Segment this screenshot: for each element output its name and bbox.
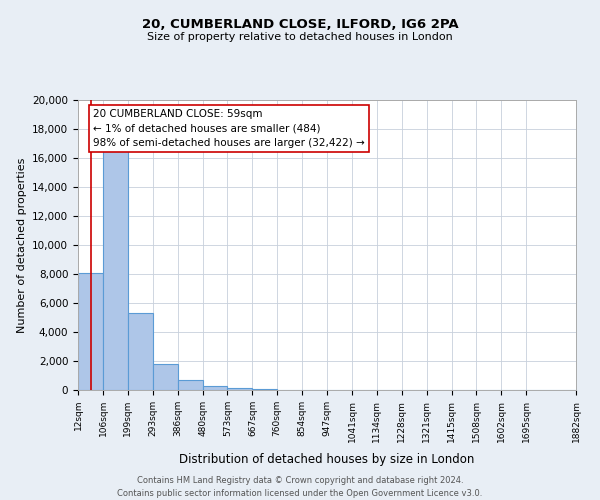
Y-axis label: Number of detached properties: Number of detached properties xyxy=(17,158,26,332)
Bar xyxy=(78,272,103,390)
Bar xyxy=(103,150,128,390)
Bar xyxy=(253,389,277,390)
Text: Contains public sector information licensed under the Open Government Licence v3: Contains public sector information licen… xyxy=(118,489,482,498)
Text: 20, CUMBERLAND CLOSE, ILFORD, IG6 2PA: 20, CUMBERLAND CLOSE, ILFORD, IG6 2PA xyxy=(142,18,458,30)
Bar xyxy=(227,388,253,390)
Bar xyxy=(203,386,227,390)
Bar xyxy=(153,364,178,390)
X-axis label: Distribution of detached houses by size in London: Distribution of detached houses by size … xyxy=(179,453,475,466)
Bar xyxy=(178,380,203,390)
Text: Contains HM Land Registry data © Crown copyright and database right 2024.: Contains HM Land Registry data © Crown c… xyxy=(137,476,463,485)
Bar xyxy=(128,313,153,390)
Text: 20 CUMBERLAND CLOSE: 59sqm
← 1% of detached houses are smaller (484)
98% of semi: 20 CUMBERLAND CLOSE: 59sqm ← 1% of detac… xyxy=(93,108,365,148)
Text: Size of property relative to detached houses in London: Size of property relative to detached ho… xyxy=(147,32,453,42)
